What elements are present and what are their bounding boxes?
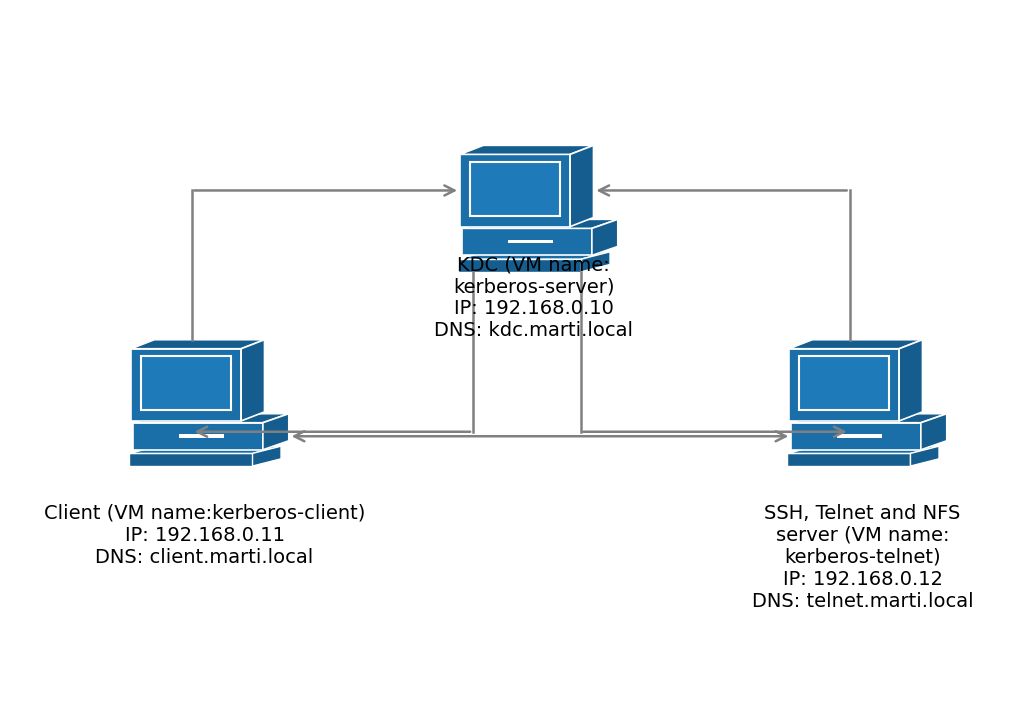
Polygon shape: [142, 356, 231, 410]
Polygon shape: [910, 446, 939, 466]
Polygon shape: [592, 219, 618, 256]
Polygon shape: [799, 356, 889, 410]
Polygon shape: [131, 340, 265, 349]
Polygon shape: [791, 423, 921, 450]
Polygon shape: [459, 252, 610, 259]
Polygon shape: [570, 145, 593, 227]
Bar: [508, 239, 553, 244]
Polygon shape: [787, 446, 939, 453]
Polygon shape: [470, 161, 560, 216]
Polygon shape: [460, 145, 593, 154]
Polygon shape: [463, 229, 592, 256]
Polygon shape: [789, 349, 899, 421]
Polygon shape: [899, 340, 922, 421]
Polygon shape: [131, 349, 241, 421]
Polygon shape: [241, 340, 265, 421]
Polygon shape: [789, 340, 922, 349]
Text: KDC (VM name:
kerberos-server)
IP: 192.168.0.10
DNS: kdc.marti.local: KDC (VM name: kerberos-server) IP: 192.1…: [434, 256, 633, 341]
Polygon shape: [129, 453, 252, 466]
Text: SSH, Telnet and NFS
server (VM name:
kerberos-telnet)
IP: 192.168.0.12
DNS: teln: SSH, Telnet and NFS server (VM name: ker…: [752, 504, 974, 611]
Polygon shape: [129, 446, 281, 453]
Polygon shape: [133, 423, 263, 450]
Polygon shape: [459, 259, 582, 272]
Bar: [836, 434, 882, 438]
Polygon shape: [463, 219, 618, 229]
Text: Client (VM name:kerberos-client)
IP: 192.168.0.11
DNS: client.marti.local: Client (VM name:kerberos-client) IP: 192…: [44, 504, 365, 567]
Polygon shape: [460, 154, 570, 227]
Polygon shape: [252, 446, 281, 466]
Polygon shape: [582, 252, 610, 272]
Bar: [179, 434, 224, 438]
Polygon shape: [133, 413, 288, 423]
Polygon shape: [921, 413, 947, 450]
Polygon shape: [263, 413, 288, 450]
Polygon shape: [787, 453, 910, 466]
Polygon shape: [791, 413, 947, 423]
